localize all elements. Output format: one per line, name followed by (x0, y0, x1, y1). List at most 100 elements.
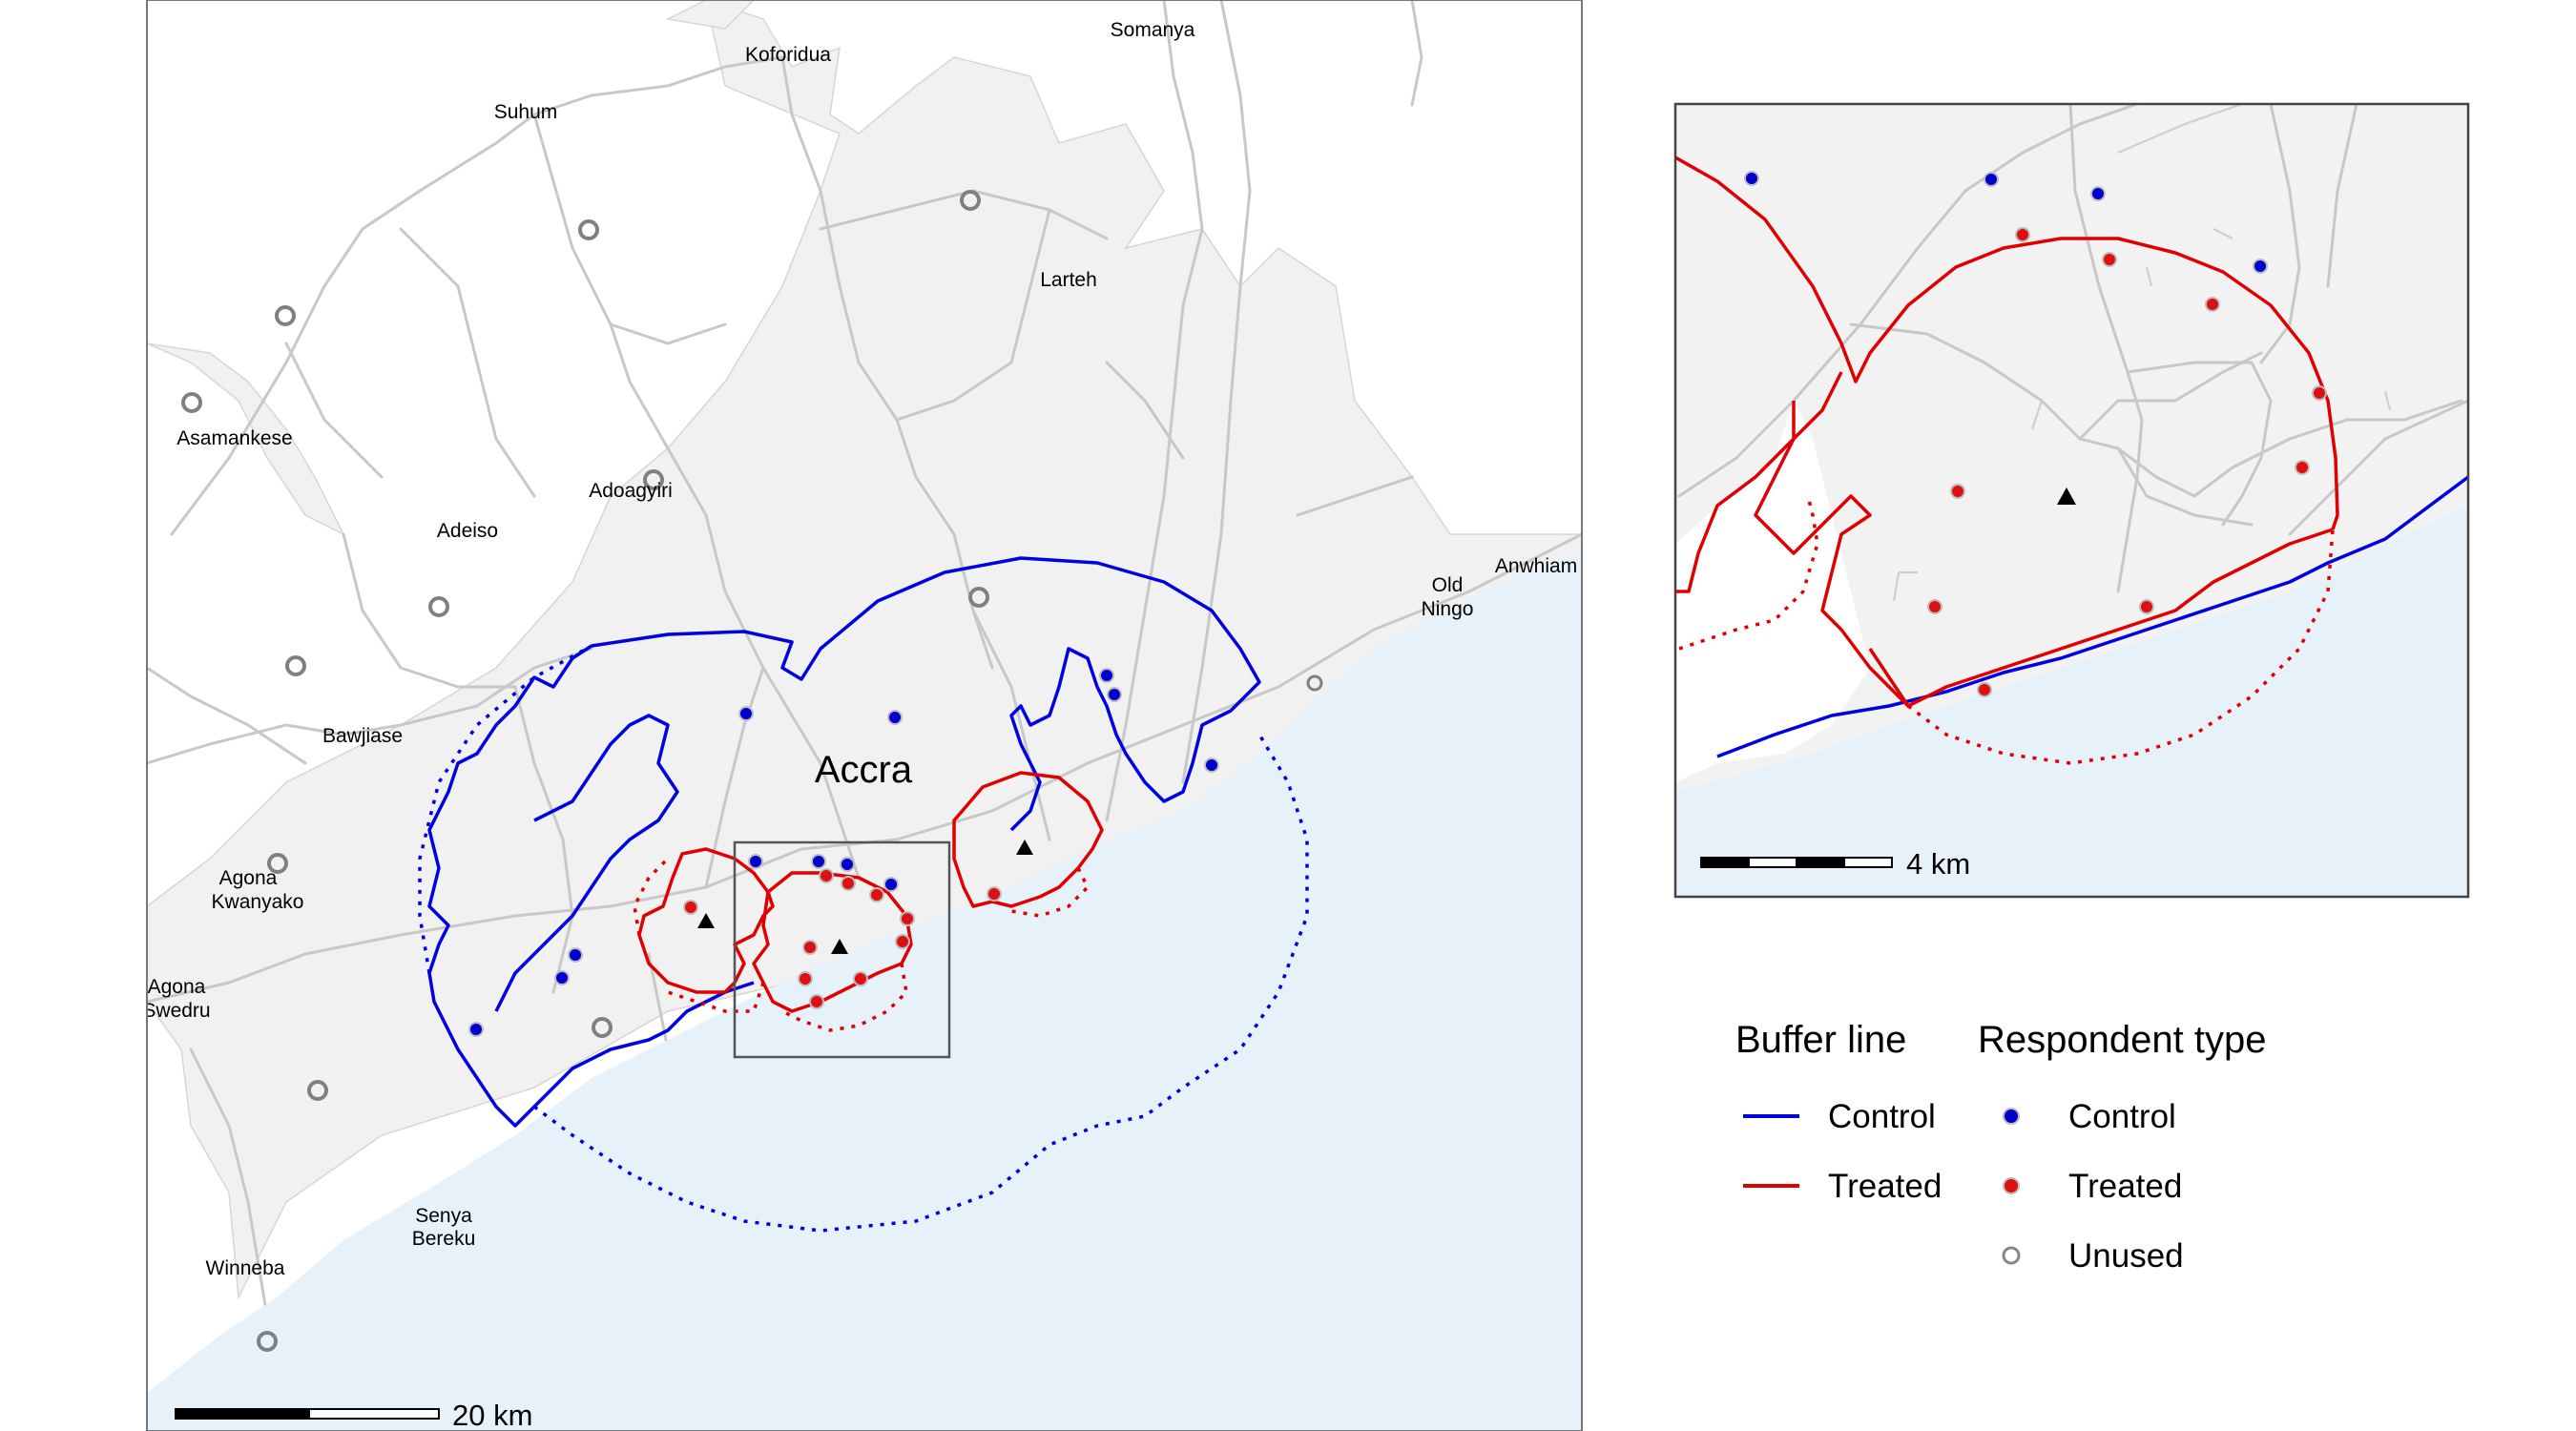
inset-control-respondents (1744, 171, 2268, 274)
inset-control-buffer-line (1716, 475, 2468, 758)
treated-respondents (683, 868, 1002, 1009)
treated-point (2102, 252, 2117, 267)
inset-scale-label: 4 km (1906, 847, 1970, 881)
legend-unused-point (2002, 1246, 2021, 1265)
treated-point (987, 886, 1002, 902)
control-point (748, 854, 763, 869)
city-label-accra: Accra (815, 749, 913, 791)
legend-buffer-control-label: Control (1828, 1098, 1936, 1135)
inset-treated-buffer-dotted (1678, 495, 2335, 765)
control-point (1984, 172, 1999, 187)
control-point (2253, 259, 2268, 274)
control-point (2090, 186, 2106, 201)
unused-respondents (181, 190, 1323, 1352)
place-label: Ningo (1422, 598, 1474, 620)
treated-point (900, 911, 915, 926)
site-triangle (2057, 487, 2076, 505)
inset-scale-bar: 4 km (1700, 847, 1970, 881)
place-labels: Koforidua Somanya Suhum Larteh Asamankes… (142, 19, 1577, 1279)
unused-point (578, 219, 599, 240)
legend-buffer-treated-label: Treated (1828, 1168, 1942, 1205)
control-buffer-line (427, 556, 1261, 1128)
place-label: Suhum (494, 101, 558, 123)
treated-point (2295, 460, 2310, 475)
place-label: Adoagyiri (589, 480, 673, 502)
site-triangle (831, 939, 848, 954)
main-map-frame (146, 0, 1583, 1431)
site-triangle (697, 913, 715, 928)
inset-sea (1675, 506, 2468, 897)
place-label: Asamankese (177, 427, 292, 449)
legend-title-buffer-line: Buffer line (1735, 1019, 1906, 1061)
sea (147, 553, 1582, 1431)
control-point (554, 970, 570, 985)
site-triangle (1016, 840, 1033, 855)
unused-point (285, 655, 306, 676)
treated-buffer-line (637, 847, 775, 994)
inset-treated-buffer-line (1675, 156, 2339, 708)
legend-respondent-unused-label: Unused (2068, 1237, 2184, 1275)
unused-point (1306, 674, 1323, 692)
place-label: Anwhiam (1495, 555, 1577, 577)
treated-point (1927, 599, 1942, 614)
main-map: Koforidua Somanya Suhum Larteh Asamankes… (142, 0, 1583, 1431)
place-label: Senya (415, 1205, 472, 1227)
place-label: Larteh (1040, 269, 1097, 291)
legend-respondent-treated-label: Treated (2068, 1168, 2182, 1205)
place-label: Agona (219, 867, 278, 889)
control-point (1744, 171, 1759, 186)
inset-locator-box (733, 840, 951, 1059)
unused-point (181, 392, 202, 413)
control-point (1204, 757, 1219, 773)
treated-point (895, 934, 910, 949)
unused-point (960, 190, 981, 211)
place-label: Somanya (1111, 19, 1195, 41)
control-point (811, 854, 826, 869)
inset-map-frame (1673, 102, 2470, 899)
control-point (738, 706, 754, 721)
unused-point (428, 596, 449, 617)
main-scale-label: 20 km (452, 1399, 532, 1431)
place-label: Kwanyako (212, 891, 304, 913)
treated-point (869, 887, 884, 902)
inset-outside-area (1675, 401, 1870, 782)
legend-treated-point (2003, 1177, 2020, 1194)
place-label: Old (1432, 574, 1464, 596)
legend-control-point (2003, 1108, 2020, 1125)
control-point (887, 710, 903, 725)
treated-point (809, 994, 824, 1009)
control-point (568, 947, 583, 963)
urban-area (665, 0, 756, 30)
unused-point (275, 305, 296, 326)
unused-point (307, 1080, 328, 1101)
control-point (840, 857, 855, 872)
unused-point (592, 1017, 613, 1038)
legend-title-respondent-type: Respondent type (1978, 1019, 2266, 1061)
control-respondents (468, 668, 1219, 1037)
treated-point (853, 971, 868, 986)
treated-point (802, 940, 818, 955)
unused-point (267, 853, 288, 874)
place-label: Swedru (142, 1000, 210, 1022)
control-point (1107, 687, 1122, 702)
treated-point (798, 971, 813, 986)
place-label: Bereku (412, 1228, 476, 1250)
treated-point (1950, 484, 1965, 499)
treated-point (683, 900, 698, 915)
treated-point (2139, 599, 2154, 614)
control-point (1099, 668, 1114, 683)
treated-buffer-line (952, 771, 1104, 908)
inset-roads (1677, 104, 2468, 602)
unused-point (643, 469, 664, 490)
place-label: Bawjiase (322, 725, 403, 747)
control-point (468, 1022, 484, 1037)
inset-map: 4 km (1673, 102, 2470, 899)
treated-buffer-dotted (633, 857, 1091, 1032)
main-scale-bar: 20 km (175, 1399, 532, 1431)
treated-point (2312, 385, 2327, 401)
legend: Buffer line Respondent type Control Trea… (1735, 1019, 2266, 1275)
site-markers (697, 840, 1033, 954)
place-label: Winneba (206, 1257, 285, 1279)
control-buffer-dotted (418, 644, 1309, 1233)
